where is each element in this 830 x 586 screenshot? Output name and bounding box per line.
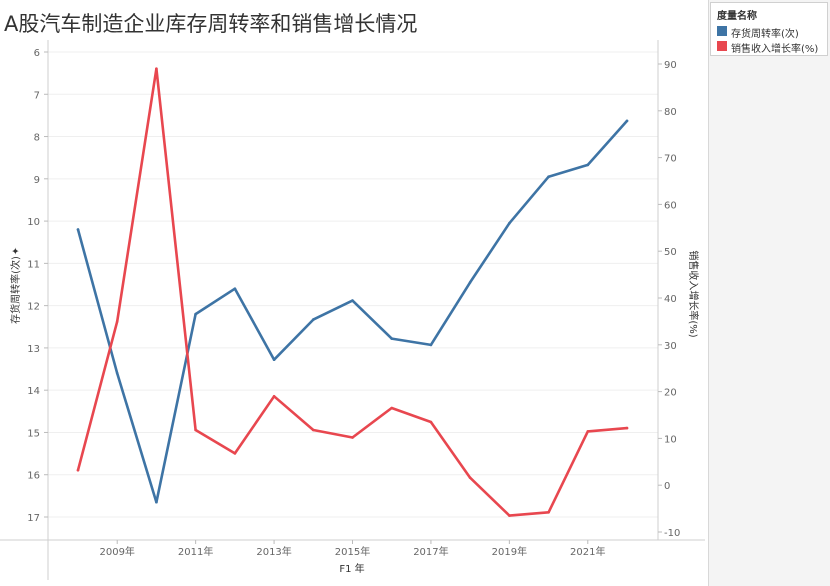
data-point-revenue-growth[interactable] (312, 428, 315, 432)
left-tick-label: 17 (27, 513, 40, 524)
data-point-revenue-growth[interactable] (272, 395, 276, 398)
left-axis-title: 存货周转率(次) (9, 256, 22, 324)
data-point-revenue-growth[interactable] (76, 468, 80, 472)
legend-label-revenue-growth: 销售收入增长率(%) (731, 44, 819, 55)
legend-panel (708, 0, 830, 586)
x-tick-label: 2015年 (335, 545, 370, 558)
right-tick-label: 90 (664, 60, 677, 71)
right-tick-label: 60 (664, 200, 677, 211)
data-point-revenue-growth[interactable] (468, 476, 472, 480)
data-point-inventory-turnover[interactable] (351, 299, 354, 302)
x-axis-title: F1 年 (339, 562, 364, 575)
legend[interactable]: 度量名称 存货周转率(次) 销售收入增长率(%) (710, 2, 828, 56)
data-point-revenue-growth[interactable] (351, 436, 354, 439)
left-tick-label: 12 (27, 302, 40, 313)
right-tick-label: 10 (664, 434, 677, 445)
data-point-inventory-turnover[interactable] (508, 221, 511, 225)
gridlines (48, 51, 658, 518)
legend-label-inventory-turnover: 存货周转率(次) (731, 29, 799, 40)
data-point-revenue-growth[interactable] (625, 426, 629, 430)
data-point-revenue-growth[interactable] (508, 514, 511, 517)
legend-title: 度量名称 (717, 11, 757, 22)
right-tick-label: 50 (664, 247, 677, 258)
x-axis-ticks: 2009年 2011年 2013年 2015年 2017年 2019年 2021年 (99, 540, 606, 558)
right-tick-label: 20 (664, 388, 677, 399)
data-point-revenue-growth[interactable] (429, 420, 433, 424)
left-tick-label: 6 (34, 48, 40, 59)
data-point-inventory-turnover[interactable] (429, 343, 433, 347)
left-tick-label: 11 (27, 259, 40, 270)
series-lines (76, 67, 629, 517)
x-tick-label: 2019年 (492, 545, 527, 558)
data-point-revenue-growth[interactable] (194, 428, 197, 432)
data-point-revenue-growth[interactable] (547, 511, 550, 514)
left-axis-pin-icon: ✦ (11, 247, 22, 255)
data-point-inventory-turnover[interactable] (390, 337, 394, 340)
x-tick-label: 2021年 (570, 545, 605, 558)
left-tick-label: 10 (27, 217, 40, 228)
data-point-revenue-growth[interactable] (233, 452, 237, 455)
data-point-revenue-growth[interactable] (115, 320, 119, 323)
data-point-inventory-turnover[interactable] (194, 312, 197, 316)
legend-swatch-revenue-growth (717, 41, 727, 51)
series-line-inventory-turnover[interactable] (76, 119, 629, 504)
data-point-inventory-turnover[interactable] (468, 281, 472, 284)
left-tick-label: 7 (34, 90, 40, 101)
x-tick-label: 2017年 (413, 545, 448, 558)
x-tick-label: 2013年 (256, 545, 291, 558)
right-tick-label: 30 (664, 341, 677, 352)
right-axis-title: 销售收入增长率(%) (687, 250, 700, 337)
dual-axis-line-chart: 6 7 8 9 10 11 12 13 14 15 16 17 90 80 70 60 50 40 30 20 10 0… (0, 40, 705, 580)
data-point-inventory-turnover[interactable] (233, 287, 237, 291)
data-point-inventory-turnover[interactable] (155, 500, 158, 504)
right-axis-ticks: 90 80 70 60 50 40 30 20 10 0 -10 (658, 60, 680, 539)
data-point-inventory-turnover[interactable] (115, 372, 119, 375)
data-point-inventory-turnover[interactable] (272, 358, 276, 362)
data-point-revenue-growth[interactable] (390, 406, 394, 410)
data-point-revenue-growth[interactable] (155, 67, 158, 70)
x-tick-label: 2011年 (178, 545, 213, 558)
data-point-inventory-turnover[interactable] (76, 228, 80, 231)
x-tick-label: 2009年 (99, 545, 134, 558)
data-point-inventory-turnover[interactable] (586, 163, 590, 167)
data-point-inventory-turnover[interactable] (547, 175, 550, 178)
right-tick-label: 0 (664, 481, 670, 492)
left-tick-label: 13 (27, 344, 40, 355)
right-tick-label: -10 (664, 528, 680, 539)
left-tick-label: 16 (27, 471, 40, 482)
left-tick-label: 14 (27, 386, 40, 397)
right-tick-label: 70 (664, 154, 677, 165)
right-tick-label: 40 (664, 294, 677, 305)
left-axis-ticks: 6 7 8 9 10 11 12 13 14 15 16 17 (27, 48, 48, 524)
data-point-revenue-growth[interactable] (586, 430, 590, 433)
data-point-inventory-turnover[interactable] (312, 318, 315, 321)
legend-swatch-inventory-turnover (717, 26, 727, 36)
series-line-revenue-growth[interactable] (76, 67, 629, 517)
left-tick-label: 9 (34, 175, 40, 186)
left-tick-label: 15 (27, 428, 40, 439)
left-tick-label: 8 (34, 133, 40, 144)
right-tick-label: 80 (664, 107, 677, 118)
data-point-inventory-turnover[interactable] (625, 119, 629, 123)
chart-title: A股汽车制造企业库存周转率和销售增长情况 (4, 12, 418, 36)
